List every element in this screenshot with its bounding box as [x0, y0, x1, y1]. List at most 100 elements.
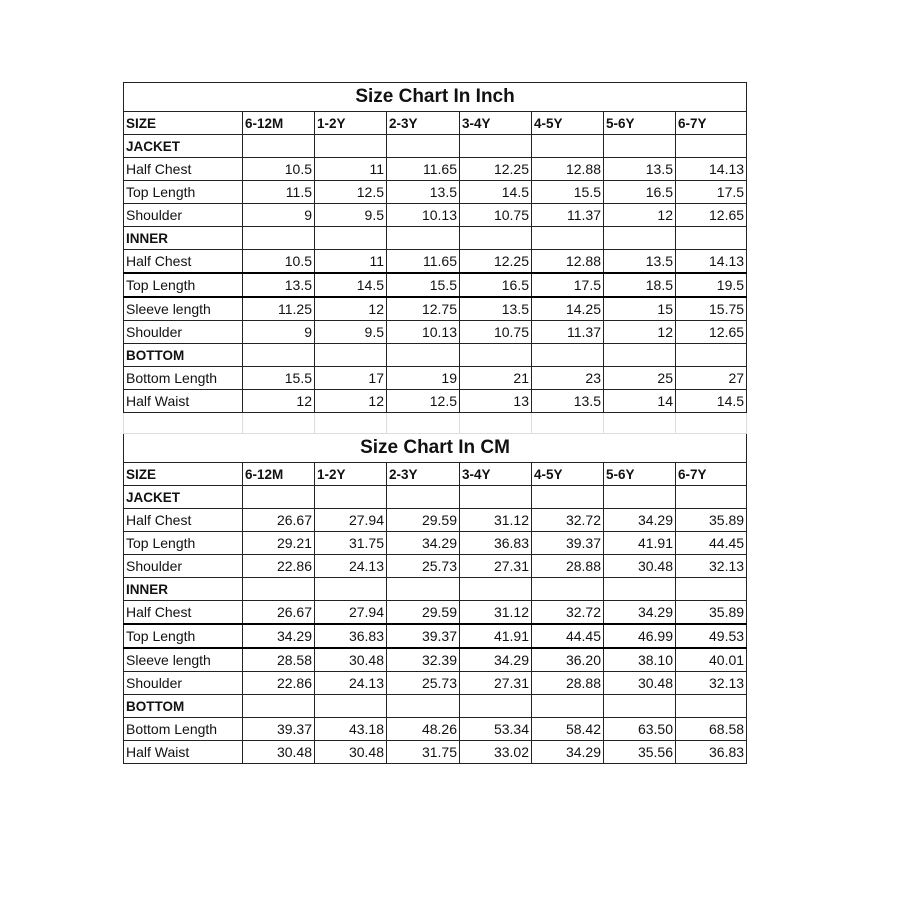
table-title-row: Size Chart In CM — [122, 433, 748, 463]
header-row: SIZE 6-12M 1-2Y 2-3Y 3-4Y 4-5Y 5-6Y 6-7Y — [123, 462, 748, 486]
row-label: Shoulder — [123, 203, 243, 227]
value-cell: 12.25 — [459, 249, 532, 274]
value-cell: 9.5 — [314, 203, 387, 227]
value-cell: 31.12 — [459, 600, 532, 625]
value-cell: 26.67 — [242, 600, 315, 625]
value-cell: 12 — [603, 203, 676, 227]
row-label: Half Chest — [123, 508, 243, 532]
value-cell: 17.5 — [674, 180, 748, 204]
column-header: 1-2Y — [314, 462, 387, 486]
size-chart-table: Size Chart In Inch SIZE 6-12M 1-2Y 2-3Y 3-4Y 4… — [122, 82, 748, 764]
table-row: Top Length 34.29 36.83 39.37 41.91 44.45 46.99… — [123, 623, 748, 649]
value-cell: 27.94 — [314, 600, 387, 625]
row-label: Half Waist — [123, 389, 243, 413]
value-cell: 15.5 — [242, 366, 315, 390]
empty-cell — [459, 485, 532, 509]
empty-cell — [459, 134, 532, 158]
column-header: 4-5Y — [531, 111, 604, 135]
empty-cell — [314, 134, 387, 158]
value-cell: 16.5 — [459, 272, 532, 298]
value-cell: 34.29 — [531, 740, 604, 764]
value-cell: 53.34 — [459, 717, 532, 741]
value-cell: 12.65 — [674, 203, 748, 227]
column-header: 5-6Y — [603, 462, 676, 486]
table-row: Sleeve length 11.25 12 12.75 13.5 14.25 15 15.7… — [123, 296, 748, 321]
value-cell: 13.5 — [603, 249, 676, 274]
section-label: BOTTOM — [123, 343, 243, 367]
value-cell: 28.88 — [531, 554, 604, 578]
value-cell: 24.13 — [314, 671, 387, 695]
value-cell: 32.72 — [531, 600, 604, 625]
column-header: 2-3Y — [386, 462, 460, 486]
value-cell: 36.83 — [459, 531, 532, 555]
empty-cell — [314, 694, 387, 718]
value-cell: 26.67 — [242, 508, 315, 532]
value-cell: 15.5 — [386, 272, 460, 298]
row-label: Shoulder — [123, 320, 243, 344]
empty-cell — [674, 577, 748, 601]
value-cell: 21 — [459, 366, 532, 390]
value-cell: 38.10 — [603, 647, 676, 672]
value-cell: 18.5 — [603, 272, 676, 298]
table-row: Shoulder 9 9.5 10.13 10.75 11.37 12 12.65 — [123, 320, 748, 344]
value-cell: 31.75 — [386, 740, 460, 764]
table-row: Top Length 29.21 31.75 34.29 36.83 39.37 41.91… — [123, 531, 748, 555]
column-header: 3-4Y — [459, 111, 532, 135]
empty-cell — [242, 694, 315, 718]
empty-cell — [459, 226, 532, 250]
value-cell: 43.18 — [314, 717, 387, 741]
value-cell: 10.13 — [386, 203, 460, 227]
value-cell: 63.50 — [603, 717, 676, 741]
value-cell: 23 — [531, 366, 604, 390]
value-cell: 40.01 — [674, 647, 748, 672]
value-cell: 32.13 — [674, 671, 748, 695]
row-label: Top Length — [123, 623, 243, 649]
column-header: 4-5Y — [531, 462, 604, 486]
value-cell: 31.75 — [314, 531, 387, 555]
value-cell: 68.58 — [674, 717, 748, 741]
empty-cell — [531, 485, 604, 509]
value-cell: 41.91 — [459, 623, 532, 649]
value-cell: 10.5 — [242, 157, 315, 181]
value-cell: 49.53 — [674, 623, 748, 649]
empty-cell — [674, 226, 748, 250]
value-cell: 11 — [314, 249, 387, 274]
empty-cell — [314, 226, 387, 250]
row-label: Shoulder — [123, 554, 243, 578]
empty-cell — [531, 226, 604, 250]
empty-cell — [603, 485, 676, 509]
value-cell: 46.99 — [603, 623, 676, 649]
table-row: Top Length 11.5 12.5 13.5 14.5 15.5 16.5 17.5 — [123, 180, 748, 204]
empty-cell — [386, 485, 460, 509]
value-cell: 39.37 — [386, 623, 460, 649]
value-cell: 35.89 — [674, 600, 748, 625]
value-cell: 12.65 — [674, 320, 748, 344]
value-cell: 13.5 — [603, 157, 676, 181]
size-chart-sheet: Size Chart In Inch SIZE 6-12M 1-2Y 2-3Y 3-4Y 4… — [122, 82, 748, 764]
value-cell: 34.29 — [459, 647, 532, 672]
value-cell: 35.89 — [674, 508, 748, 532]
column-header: 6-12M — [242, 462, 315, 486]
row-label: Top Length — [123, 180, 243, 204]
value-cell: 25.73 — [386, 554, 460, 578]
table-row: Half Chest 26.67 27.94 29.59 31.12 32.72 34.29… — [123, 508, 748, 532]
value-cell: 36.83 — [314, 623, 387, 649]
value-cell: 12.5 — [386, 389, 460, 413]
value-cell: 12.88 — [531, 157, 604, 181]
row-label: Half Chest — [123, 157, 243, 181]
empty-cell — [603, 226, 676, 250]
table-row: Bottom Length 15.5 17 19 21 23 25 27 — [123, 366, 748, 390]
value-cell: 30.48 — [603, 554, 676, 578]
empty-cell — [386, 412, 460, 434]
table-row: Shoulder 22.86 24.13 25.73 27.31 28.88 30.48 32… — [123, 671, 748, 695]
row-label: Half Chest — [123, 600, 243, 625]
empty-cell — [242, 226, 315, 250]
value-cell: 25 — [603, 366, 676, 390]
value-cell: 36.83 — [674, 740, 748, 764]
value-cell: 22.86 — [242, 554, 315, 578]
value-cell: 29.21 — [242, 531, 315, 555]
value-cell: 28.88 — [531, 671, 604, 695]
value-cell: 12 — [314, 389, 387, 413]
empty-cell — [674, 694, 748, 718]
empty-cell — [386, 577, 460, 601]
